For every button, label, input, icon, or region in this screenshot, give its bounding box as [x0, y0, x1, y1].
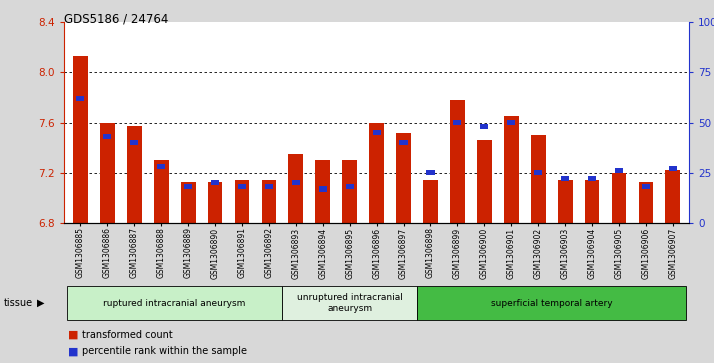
Bar: [453, 120, 461, 125]
Text: unruptured intracranial
aneurysm: unruptured intracranial aneurysm: [297, 293, 403, 313]
Bar: [477, 140, 492, 223]
Text: ▶: ▶: [37, 298, 45, 308]
Bar: [130, 140, 139, 145]
Bar: [67, 286, 282, 320]
Bar: [73, 56, 88, 223]
Bar: [450, 100, 465, 223]
Text: tissue: tissue: [4, 298, 33, 308]
Bar: [292, 180, 300, 185]
Text: percentile rank within the sample: percentile rank within the sample: [82, 346, 247, 356]
Bar: [76, 96, 84, 101]
Bar: [208, 182, 223, 223]
Text: GDS5186 / 24764: GDS5186 / 24764: [64, 13, 169, 26]
Bar: [238, 184, 246, 189]
Bar: [181, 182, 196, 223]
Bar: [373, 130, 381, 135]
Bar: [369, 123, 384, 223]
Bar: [235, 180, 249, 223]
Bar: [588, 176, 596, 182]
Bar: [669, 166, 677, 171]
Bar: [318, 187, 327, 192]
Text: ■: ■: [68, 330, 79, 340]
Bar: [157, 164, 165, 170]
Bar: [507, 120, 516, 125]
Bar: [534, 170, 542, 175]
Bar: [426, 170, 435, 175]
Bar: [612, 173, 626, 223]
Bar: [585, 180, 600, 223]
Bar: [261, 180, 276, 223]
Bar: [504, 116, 518, 223]
Bar: [211, 180, 219, 185]
Bar: [642, 184, 650, 189]
Bar: [316, 160, 330, 223]
Bar: [558, 180, 573, 223]
Bar: [481, 124, 488, 129]
Bar: [396, 132, 411, 223]
Bar: [423, 180, 438, 223]
Bar: [265, 184, 273, 189]
Bar: [282, 286, 417, 320]
Bar: [184, 184, 192, 189]
Bar: [100, 123, 115, 223]
Bar: [615, 168, 623, 174]
Text: ■: ■: [68, 346, 79, 356]
Bar: [417, 286, 686, 320]
Bar: [561, 176, 569, 182]
Text: superficial temporal artery: superficial temporal artery: [491, 299, 613, 307]
Bar: [288, 154, 303, 223]
Bar: [665, 170, 680, 223]
Bar: [127, 126, 141, 223]
Bar: [104, 134, 111, 139]
Text: transformed count: transformed count: [82, 330, 173, 340]
Bar: [342, 160, 357, 223]
Text: ruptured intracranial aneurysm: ruptured intracranial aneurysm: [104, 299, 246, 307]
Bar: [346, 184, 353, 189]
Bar: [638, 182, 653, 223]
Bar: [531, 135, 545, 223]
Bar: [154, 160, 169, 223]
Bar: [400, 140, 408, 145]
